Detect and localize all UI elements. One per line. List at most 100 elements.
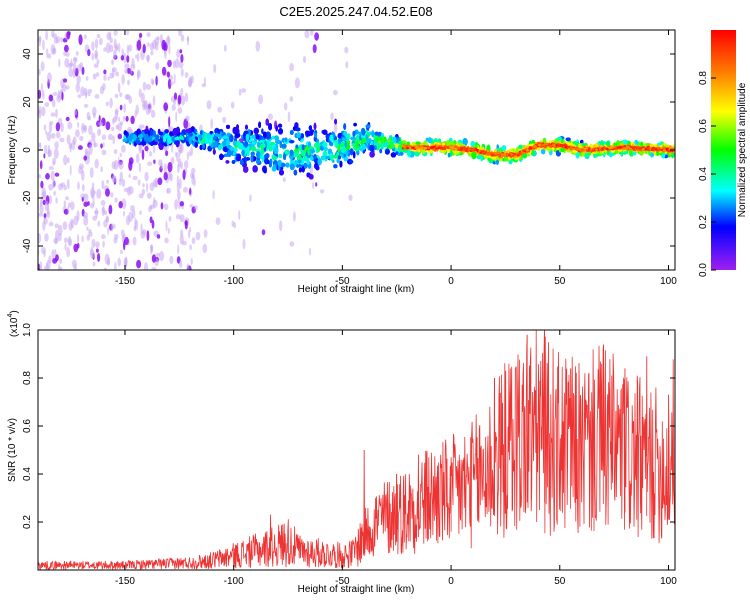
- spectrogram-noise-cell: [96, 188, 102, 199]
- spectrogram-noise-cell: [91, 53, 95, 61]
- spectrogram-noise-cell: [43, 153, 46, 159]
- spectrogram-noise-cell: [144, 145, 149, 152]
- spectrogram-noise-cell: [94, 38, 99, 50]
- spectrogram-noise-cell: [203, 229, 208, 238]
- spectrogram-noise-cell: [109, 97, 113, 109]
- spectrogram-noise-cell: [159, 251, 165, 262]
- spectrogram-noise-cell: [148, 151, 153, 157]
- spectrogram-noise-cell: [69, 201, 75, 211]
- spectrogram-noise-cell: [85, 76, 89, 81]
- spectrogram-noise-cell: [54, 238, 58, 245]
- spectrogram-noise-cell: [75, 82, 81, 93]
- spectrogram-noise-cell: [190, 258, 193, 265]
- spectrogram-noise-cell: [203, 76, 206, 86]
- spectrogram-noise-cell: [38, 89, 42, 100]
- spectrogram-noise-cell: [169, 255, 174, 264]
- spectrogram-noise-cell: [177, 244, 180, 255]
- spectrogram-noise-cell: [222, 116, 227, 124]
- spectrogram-cell: [289, 130, 294, 135]
- spectrogram-noise-cell: [142, 81, 147, 91]
- spectrogram-noise-cell: [53, 37, 59, 44]
- spectrogram-noise-cell: [50, 170, 55, 181]
- spectrogram-noise-cell: [39, 200, 42, 207]
- spectrogram-noise-cell: [195, 231, 201, 241]
- spectrogram-noise-cell: [319, 189, 325, 194]
- spectrogram-noise-cell: [41, 191, 47, 201]
- spectrogram-noise-cell: [165, 150, 169, 157]
- spectrogram-cell: [385, 148, 390, 155]
- spectrogram-noise-cell: [101, 134, 106, 141]
- spectrogram-noise-cell: [146, 230, 150, 242]
- spectrogram-noise-cell: [68, 221, 73, 231]
- spectrogram-noise-cell: [46, 48, 49, 59]
- spectrogram-noise-cell: [45, 30, 48, 41]
- spectrogram-noise-cell: [189, 187, 192, 195]
- spectrogram-noise-cell: [124, 63, 130, 69]
- spectrogram-noise-cell: [206, 100, 212, 110]
- spectrogram-noise-cell: [242, 238, 246, 250]
- spectrogram-noise-cell: [77, 181, 80, 190]
- spectrogram-cell: [275, 135, 279, 141]
- spectrogram-noise-cell: [166, 187, 171, 194]
- spectrogram-noise-cell: [76, 75, 81, 84]
- spectrogram-noise-cell: [159, 34, 163, 44]
- spectrogram-noise-cell: [180, 95, 186, 106]
- spectrogram-noise-cell: [88, 144, 93, 156]
- spectrogram-noise-cell: [81, 235, 84, 243]
- spectrogram-noise-cell: [118, 117, 121, 122]
- spectrogram-noise-cell: [66, 134, 71, 145]
- spectrogram-noise-cell: [121, 48, 124, 57]
- spectrogram-noise-cell: [179, 144, 182, 154]
- spectrogram-noise-cell: [105, 42, 111, 54]
- spectrogram-noise-cell: [167, 227, 170, 235]
- spectrogram-cell: [261, 128, 264, 135]
- spectrogram-noise-cell: [138, 145, 142, 154]
- spectrogram-noise-cell: [66, 178, 70, 190]
- spectrogram-noise-cell: [103, 69, 107, 75]
- spectrogram-noise-cell: [330, 112, 334, 121]
- spectrogram-noise-cell: [114, 262, 117, 270]
- spectrogram-noise-cell: [95, 72, 100, 77]
- spectrogram-noise-cell: [57, 233, 62, 242]
- spectrogram-noise-cell: [46, 72, 52, 84]
- spectrogram-noise-cell: [64, 44, 69, 53]
- spectrogram-noise-cell: [107, 133, 114, 141]
- spectrogram-cell: [289, 140, 295, 144]
- spectrogram-noise-cell: [38, 68, 41, 76]
- spectrogram-noise-cell: [103, 47, 107, 52]
- spectrogram-noise-cell: [134, 217, 137, 228]
- spectrogram-noise-cell: [189, 204, 194, 208]
- spectrogram-noise-cell: [95, 207, 98, 219]
- spectrogram-noise-cell: [146, 32, 151, 38]
- spectrogram-noise-cell: [212, 189, 215, 200]
- spectrogram-noise-cell: [120, 55, 125, 61]
- spectrogram-noise-cell: [177, 190, 181, 200]
- spectrogram-noise-cell: [87, 49, 91, 57]
- spectrogram-noise-cell: [44, 144, 48, 155]
- spectrogram-noise-cell: [55, 254, 59, 262]
- spectrogram-noise-cell: [118, 161, 124, 170]
- spectrogram-noise-cell: [175, 214, 181, 220]
- spectrogram-noise-cell: [115, 43, 119, 52]
- spectrogram-noise-cell: [83, 211, 89, 219]
- spectrogram-noise-cell: [149, 204, 153, 210]
- spectrogram-cell: [252, 165, 258, 173]
- spectrogram-noise-cell: [137, 70, 140, 81]
- spectrogram-noise-cell: [180, 68, 184, 77]
- spectrogram-noise-cell: [179, 234, 184, 245]
- spectrogram-noise-cell: [136, 52, 140, 63]
- spectrogram-noise-cell: [117, 122, 123, 132]
- spectrogram-noise-cell: [100, 143, 103, 149]
- spectrogram-noise-cell: [175, 111, 178, 123]
- spectrogram-noise-cell: [123, 52, 127, 64]
- spectrogram-cell: [281, 143, 287, 149]
- spectrogram-noise-cell: [238, 210, 241, 221]
- spectrogram-noise-cell: [118, 201, 123, 209]
- spectrogram-noise-cell: [308, 247, 312, 256]
- spectrogram-noise-cell: [161, 39, 166, 51]
- spectrogram-noise-cell: [111, 175, 117, 183]
- spectrogram-noise-cell: [186, 151, 189, 161]
- spectrogram-noise-cell: [79, 62, 84, 69]
- spectrogram-noise-cell: [52, 92, 58, 96]
